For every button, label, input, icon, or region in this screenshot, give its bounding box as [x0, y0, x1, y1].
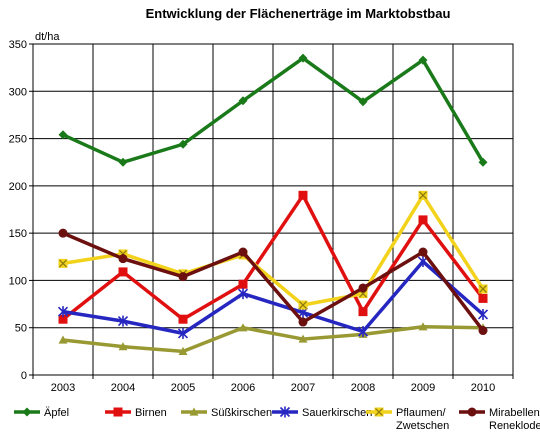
legend-label: Äpfel: [44, 407, 69, 419]
data-point: [238, 96, 248, 106]
series-group: [58, 322, 488, 355]
data-point: [298, 317, 308, 327]
y-tick-label: 200: [9, 181, 27, 193]
data-point: [178, 139, 188, 149]
data-point: [238, 279, 248, 289]
data-point: [477, 308, 489, 320]
series-line: [62, 56, 485, 164]
x-tick-label: 2007: [291, 382, 315, 394]
data-point: [357, 325, 369, 337]
data-point: [478, 326, 488, 336]
x-tick-label: 2008: [351, 382, 375, 394]
x-tick-label: 2003: [51, 382, 75, 394]
series-group: [58, 228, 488, 336]
data-point: [58, 228, 68, 238]
data-point: [358, 283, 368, 293]
plot-border: [32, 43, 514, 376]
legend-item: Sauerkirschen: [272, 406, 372, 419]
data-point: [57, 306, 69, 318]
data-point: [118, 267, 128, 277]
y-tick-label: 0: [21, 370, 27, 382]
data-point: [478, 157, 488, 167]
data-point: [58, 130, 68, 140]
legend-item: Pflaumen/Zwetschen: [366, 407, 449, 432]
legend-item: Süßkirschen: [181, 407, 272, 419]
data-point: [238, 323, 248, 332]
legend-label: Süßkirschen: [211, 407, 272, 419]
series-lines: [57, 53, 489, 355]
data-point: [178, 272, 188, 282]
legend-label: Birnen: [135, 407, 167, 419]
x-tick-label: 2004: [111, 382, 135, 394]
legend-label: Renekloden: [489, 420, 540, 432]
data-point: [117, 315, 129, 327]
series-group: [57, 256, 489, 339]
data-point: [189, 407, 199, 416]
legend-label: Zwetschen: [396, 420, 449, 432]
y-tick-label: 100: [9, 275, 27, 287]
y-tick-label: 300: [9, 86, 27, 98]
data-point: [418, 215, 428, 225]
data-point: [418, 55, 428, 65]
data-point: [418, 247, 428, 257]
legend-label: Mirabellen/: [489, 407, 540, 419]
data-point: [178, 346, 188, 355]
legend: Äpfel Birnen Süßkirschen Sauerkirschen Pflau…: [14, 406, 540, 432]
data-point: [358, 307, 368, 317]
data-point: [113, 407, 123, 417]
data-point: [58, 335, 68, 344]
data-point: [118, 157, 128, 167]
legend-label: Sauerkirschen: [302, 407, 372, 419]
axes: [29, 43, 514, 379]
series-line: [62, 231, 485, 332]
y-axis-label: dt/ha: [35, 31, 60, 43]
legend-item: Mirabellen/Renekloden: [459, 407, 540, 432]
data-point: [298, 334, 308, 343]
data-point: [238, 247, 248, 257]
y-tick-label: 250: [9, 134, 27, 146]
legend-label: Pflaumen/: [396, 407, 446, 419]
data-point: [22, 407, 32, 417]
data-point: [237, 288, 249, 300]
data-point: [418, 322, 428, 331]
y-tick-label: 150: [9, 228, 27, 240]
data-point: [298, 53, 308, 63]
data-point: [467, 407, 477, 417]
series-line: [62, 193, 485, 307]
x-tick-label: 2006: [231, 382, 255, 394]
x-tick-label: 2005: [171, 382, 195, 394]
series-line: [62, 325, 484, 354]
data-point: [358, 97, 368, 107]
series-line: [62, 259, 485, 336]
series-group: [58, 53, 488, 167]
x-tick-label: 2010: [471, 382, 495, 394]
legend-item: Äpfel: [14, 407, 69, 419]
chart-title: Entwicklung der Flächenerträge im Markto…: [146, 6, 451, 21]
data-point: [118, 342, 128, 351]
data-point: [478, 293, 488, 303]
x-tick-label: 2009: [411, 382, 435, 394]
tick-labels: 0 50 100 150 200 250 300 350 2003 2004 2005 2006 200…: [9, 39, 496, 394]
legend-item: Birnen: [105, 407, 167, 419]
series-group: [58, 190, 488, 324]
series-line: [61, 193, 485, 321]
data-point: [298, 190, 308, 200]
y-tick-label: 50: [15, 323, 27, 335]
data-point: [177, 327, 189, 339]
data-point: [279, 406, 291, 418]
data-point: [178, 314, 188, 324]
y-tick-label: 350: [9, 39, 27, 51]
data-point: [58, 314, 68, 324]
data-point: [118, 254, 128, 264]
